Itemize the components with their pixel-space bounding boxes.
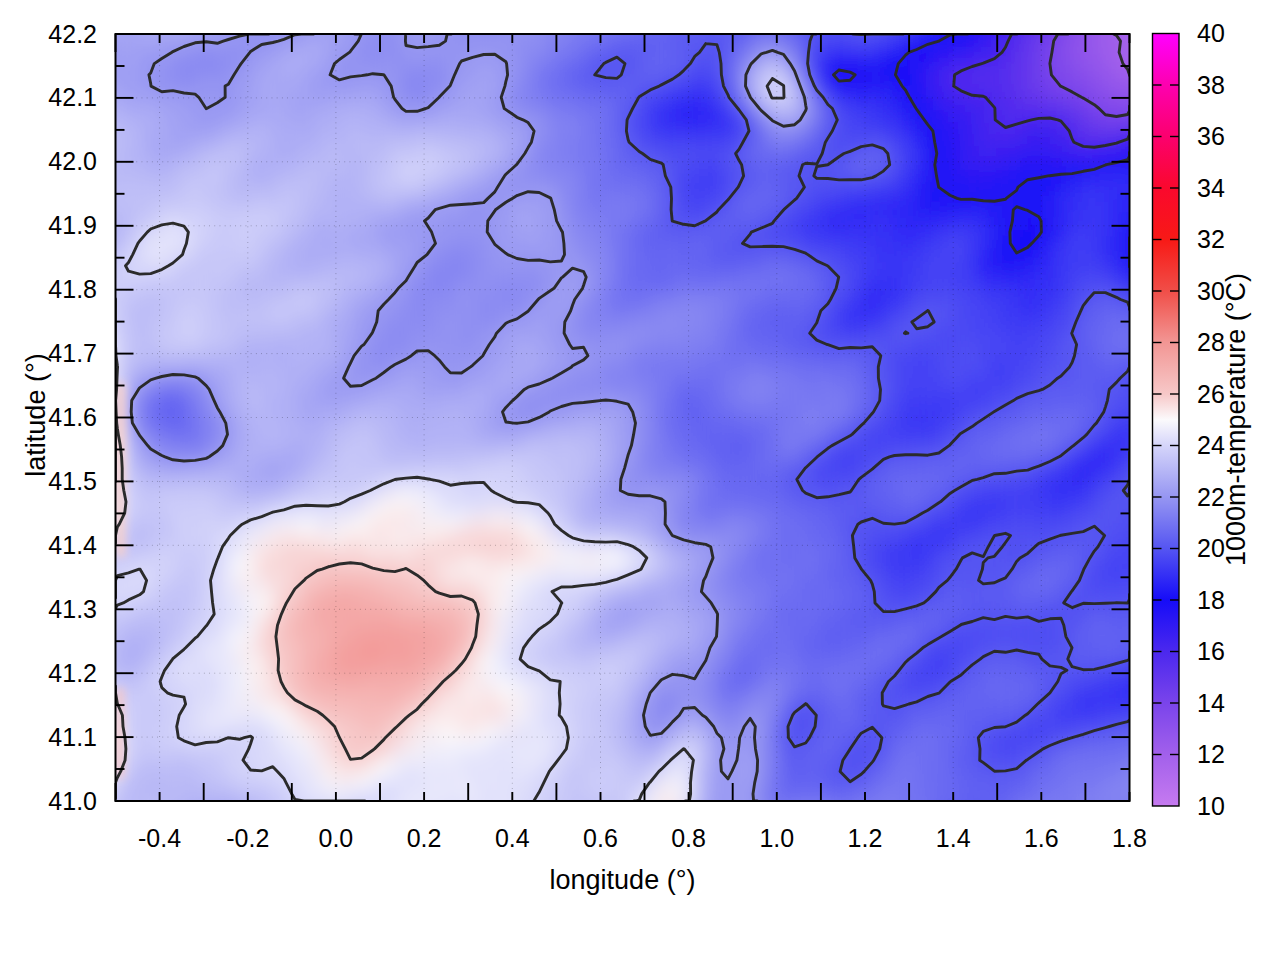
svg-text:41.2: 41.2 [48,659,97,687]
svg-text:32: 32 [1197,225,1225,253]
svg-text:40: 40 [1197,19,1225,47]
svg-text:41.1: 41.1 [48,723,97,751]
svg-text:longitude (°): longitude (°) [550,865,696,895]
svg-text:41.3: 41.3 [48,595,97,623]
svg-text:36: 36 [1197,122,1225,150]
svg-text:0.8: 0.8 [671,824,706,852]
svg-text:41.9: 41.9 [48,211,97,239]
svg-text:16: 16 [1197,637,1225,665]
svg-text:41.6: 41.6 [48,403,97,431]
svg-text:42.2: 42.2 [48,20,97,48]
svg-text:34: 34 [1197,174,1225,202]
svg-text:42.0: 42.0 [48,147,97,175]
svg-text:41.7: 41.7 [48,339,97,367]
svg-text:0.4: 0.4 [495,824,530,852]
svg-text:12: 12 [1197,740,1225,768]
svg-text:0.2: 0.2 [407,824,442,852]
svg-text:1.2: 1.2 [848,824,883,852]
svg-text:42.1: 42.1 [48,83,97,111]
svg-text:1.8: 1.8 [1112,824,1147,852]
svg-text:41.4: 41.4 [48,531,97,559]
svg-text:10: 10 [1197,792,1225,820]
svg-text:-0.4: -0.4 [138,824,181,852]
svg-text:latitude (°): latitude (°) [21,353,51,476]
svg-text:41.5: 41.5 [48,467,97,495]
svg-text:41.8: 41.8 [48,275,97,303]
svg-text:41.0: 41.0 [48,787,97,815]
svg-text:1.0: 1.0 [759,824,794,852]
svg-text:0.0: 0.0 [319,824,354,852]
svg-text:38: 38 [1197,71,1225,99]
svg-text:1.4: 1.4 [936,824,971,852]
svg-text:18: 18 [1197,586,1225,614]
svg-text:14: 14 [1197,689,1225,717]
svg-text:1000m-temperature (°C): 1000m-temperature (°C) [1221,273,1251,566]
svg-text:-0.2: -0.2 [226,824,269,852]
svg-text:1.6: 1.6 [1024,824,1059,852]
svg-text:0.6: 0.6 [583,824,618,852]
